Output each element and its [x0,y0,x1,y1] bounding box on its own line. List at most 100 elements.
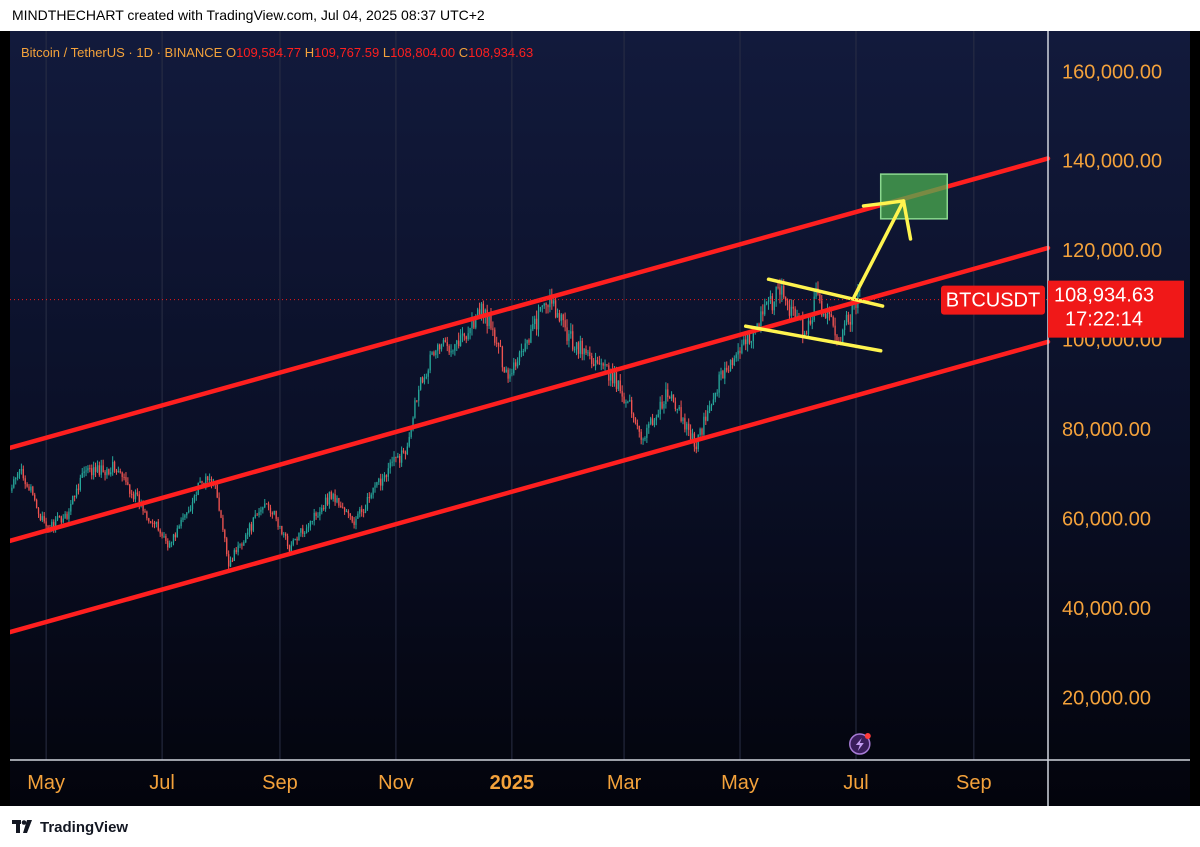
candle-body [351,516,353,522]
candle-body [480,303,483,315]
candle-body [602,363,604,366]
candle-body [399,455,401,463]
candle-body [111,461,114,473]
candle-body [381,478,384,486]
candle-body [653,420,656,426]
candle-body [452,350,454,352]
candle-body [617,380,620,389]
candle-body [475,316,477,328]
candle-body [180,519,182,527]
candle-body [262,507,264,510]
candle-body [849,322,851,325]
candle-body [35,499,38,508]
candle-body [288,546,291,552]
candle-body [366,497,369,510]
chart-panel[interactable]: 20,000.00 40,000.00 60,000.00 80,000.00 100,… [10,31,1190,806]
candle-body [165,536,167,541]
candle-body [851,304,853,325]
candle-body [522,351,524,353]
candle-body [587,352,589,354]
candle-body [279,525,281,527]
candle-body [138,494,140,506]
candle-body [227,554,230,567]
candle-body [113,461,116,471]
candle-body [811,320,813,324]
candle-body [492,328,494,330]
candle-body [300,528,302,533]
projection-arrow-line [852,199,906,299]
event-badge-dot [864,733,871,739]
candle-body [188,510,190,513]
candle-body [155,521,158,524]
candle-body [254,514,256,518]
candle-body [79,477,82,490]
candle-body [41,516,43,521]
candle-body [385,475,388,477]
candle-body [62,518,64,523]
candle-body [170,542,173,544]
candle-body [433,352,435,356]
candle-body [661,401,663,409]
candle-body [642,439,644,441]
candle-body [163,536,165,538]
candle-body [324,497,327,509]
candle-body [178,526,180,529]
candle-body [195,494,197,496]
candle-body [710,404,713,407]
candle-body [528,339,530,343]
candle-body [526,339,528,344]
candle-body [119,471,121,473]
candle-body [11,487,13,491]
candle-body [613,371,616,384]
candle-body [418,389,420,401]
candle-body [302,528,304,534]
candle-body [245,534,247,543]
candle-body [16,473,19,479]
candle-body [186,512,188,516]
candle-body [646,427,648,438]
candle-body [703,416,705,435]
candle-body [457,340,460,347]
candle-body [182,517,184,520]
candle-body [520,351,523,353]
candle-body [393,457,395,462]
candle-body [686,423,688,430]
candle-body [150,521,152,523]
candle-body [142,501,144,512]
x-tick-label-4: 2025 [490,772,535,794]
candle-body [265,503,268,505]
candle-body [554,300,557,318]
tradingview-logo[interactable]: TradingView [12,818,128,836]
candle-body [518,352,521,362]
candle-body [412,417,414,430]
candle-body [594,360,597,366]
candle-body [786,300,789,305]
candle-body [496,342,498,344]
candle-body [15,478,17,480]
candle-body [463,333,466,337]
candle-body [847,314,850,323]
candle-body [20,469,23,471]
candle-body [600,363,602,365]
candle-body [678,407,680,410]
candle-body [824,313,827,319]
candle-body [564,320,566,328]
candle-body [667,389,669,398]
candle-body [252,517,255,531]
target-zone [879,173,948,220]
candle-body [117,471,120,473]
candle-body [716,392,718,394]
candle-body [733,358,735,366]
candle-body [484,309,486,316]
candle-body [625,402,627,404]
candle-body [355,518,357,525]
tradingview-logo-icon [12,820,32,833]
candle-body [670,394,673,399]
legend-open-label: O [222,45,236,60]
candle-body [634,417,637,423]
candle-body [237,545,239,553]
candle-body [507,369,509,379]
candle-body [260,509,262,512]
price-chart[interactable]: 20,000.0040,000.0060,000.0080,000.00100,… [10,31,1190,806]
candle-body [233,550,235,561]
